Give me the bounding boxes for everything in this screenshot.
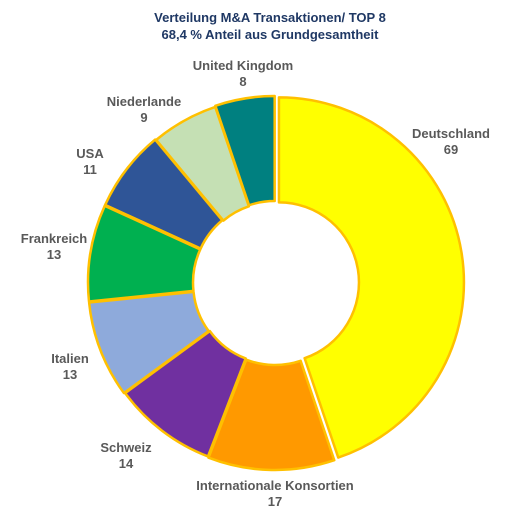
label-name-niederlande: Niederlande [107, 94, 181, 109]
label-value-niederlande: 9 [140, 110, 147, 125]
label-value-schweiz: 14 [119, 456, 134, 471]
label-value-internationale-konsortien: 17 [268, 494, 282, 509]
label-name-deutschland: Deutschland [412, 126, 490, 141]
chart-title-line-2: 68,4 % Anteil aus Grundgesamtheit [162, 27, 380, 42]
label-value-italien: 13 [63, 367, 77, 382]
slice-united-kingdom [214, 94, 276, 207]
chart-title-line-1: Verteilung M&A Transaktionen/ TOP 8 [154, 10, 386, 25]
slice-deutschland [277, 96, 466, 459]
label-name-frankreich: Frankreich [21, 231, 88, 246]
label-name-italien: Italien [51, 351, 89, 366]
label-name-internationale-konsortien: Internationale Konsortien [196, 478, 354, 493]
slice-internationale-konsortien [207, 358, 336, 472]
label-name-usa: USA [76, 146, 104, 161]
label-value-united-kingdom: 8 [239, 74, 246, 89]
donut-slices [86, 94, 466, 472]
label-name-schweiz: Schweiz [100, 440, 152, 455]
label-value-deutschland: 69 [444, 142, 458, 157]
label-value-usa: 11 [83, 162, 97, 177]
label-name-united-kingdom: United Kingdom [193, 58, 293, 73]
label-value-frankreich: 13 [47, 247, 61, 262]
